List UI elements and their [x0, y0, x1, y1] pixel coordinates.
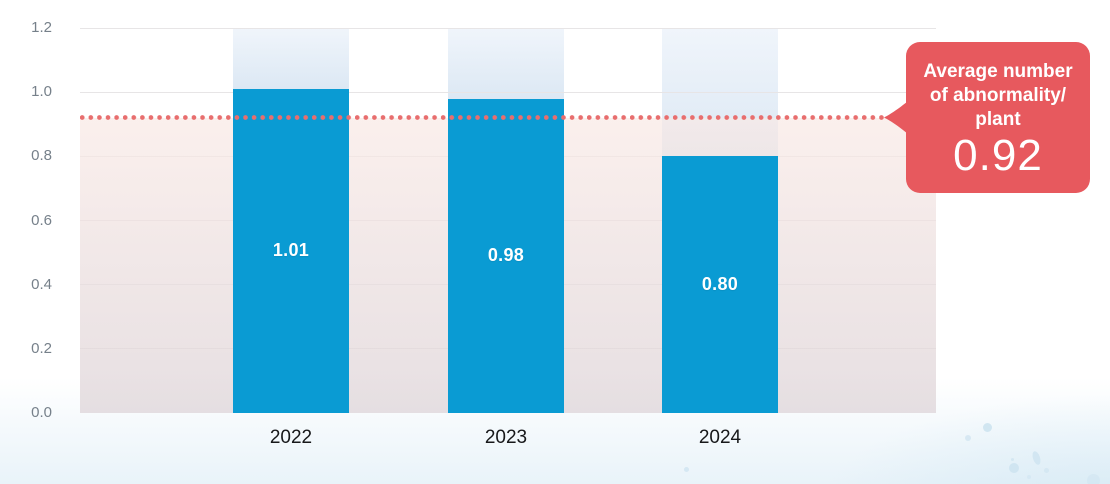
- callout-average-value: 0.92: [953, 131, 1043, 180]
- callout-text-line: plant: [975, 109, 1021, 130]
- x-axis-label: 2024: [698, 427, 742, 448]
- bar-2022: 1.01: [233, 88, 349, 413]
- bar-2023: 0.98: [448, 98, 564, 413]
- y-axis-label: 0.6: [31, 211, 52, 229]
- gridline: [80, 91, 936, 93]
- callout-text-line: Average number: [923, 61, 1073, 82]
- callout-text-line: of abnormality/: [929, 85, 1067, 106]
- decorative-dot: [982, 422, 992, 432]
- average-line: [80, 115, 888, 121]
- bar-value-label: 0.80: [701, 274, 739, 295]
- decorative-dot: [1086, 473, 1100, 484]
- decorative-dot: [1027, 475, 1031, 479]
- bar-2024: 0.80: [662, 156, 778, 413]
- decorative-dot: [1043, 467, 1049, 473]
- bar-column-background: [233, 28, 349, 89]
- gridline: [80, 27, 936, 29]
- decorative-dot: [1009, 463, 1019, 473]
- decorative-dot: [1030, 450, 1042, 466]
- callout-pointer-icon: [884, 101, 908, 134]
- average-callout: Average number of abnormality/ plant 0.9…: [906, 42, 1090, 193]
- y-axis-label: 1.0: [31, 83, 52, 101]
- x-axis-label: 2023: [484, 427, 528, 448]
- decorative-dot: [965, 435, 971, 441]
- x-axis-label: 2022: [269, 427, 313, 448]
- decorative-dot: [683, 466, 689, 472]
- bar-value-label: 1.01: [272, 240, 310, 261]
- decorative-dot: [1010, 457, 1014, 461]
- bar-column-background: [448, 28, 564, 99]
- y-axis-label: 0.2: [31, 339, 52, 357]
- y-axis-label: 1.2: [31, 19, 52, 36]
- y-axis-label: 0.0: [31, 404, 52, 421]
- y-axis-label: 0.8: [31, 147, 52, 165]
- y-axis-label: 0.4: [31, 275, 52, 293]
- bar-value-label: 0.98: [487, 245, 525, 266]
